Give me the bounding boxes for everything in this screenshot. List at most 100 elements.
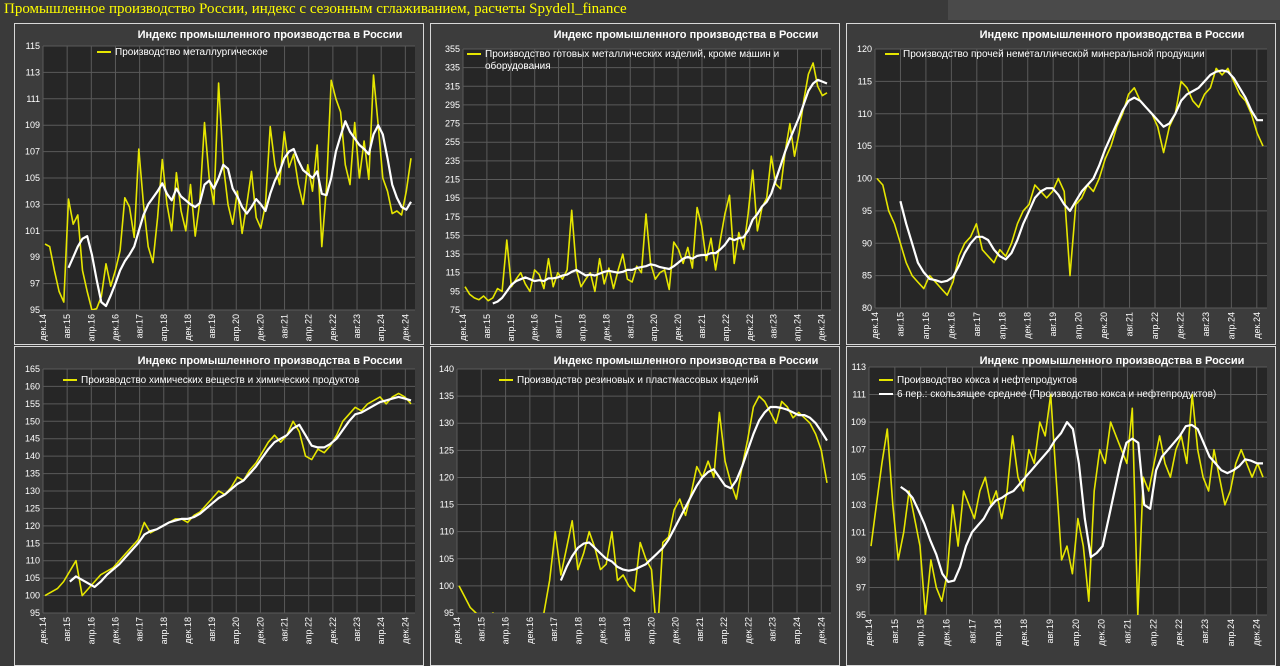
y-tick-label: 195: [445, 193, 460, 203]
chart-title: Индекс промышленного производства в Росс…: [980, 355, 1245, 367]
x-tick-label: апр.16: [501, 617, 511, 644]
x-tick-label: апр.22: [1150, 312, 1160, 339]
x-tick-label: дек.22: [745, 314, 755, 341]
y-tick-label: 109: [851, 417, 866, 427]
y-tick-label: 95: [30, 305, 40, 315]
y-tick-label: 235: [445, 156, 460, 166]
chart-svg: 95 100 105 110 115 120 125 130 135 140 дек.14 авг.1…: [439, 355, 831, 644]
x-tick-label: дек.22: [328, 314, 338, 341]
x-tick-label: дек.18: [1019, 619, 1029, 646]
legend-label: 6 пер.: скользящее среднее (Производство…: [897, 388, 1216, 400]
chart-panel-nonmetal-minerals: 80 85 90 95 100 105 110 115 120 дек.14 авг.15 апр.1…: [846, 23, 1276, 345]
chart-svg: 95 100 105 110 115 120 125 130 135 140 145 150 155 16…: [25, 355, 415, 644]
y-tick-label: 105: [25, 173, 40, 183]
y-tick-label: 165: [25, 364, 40, 374]
legend-line: Производство резиновых и пластмассовых и…: [517, 375, 759, 386]
y-tick-label: 175: [445, 212, 460, 222]
y-tick-label: 335: [445, 63, 460, 73]
x-tick-label: дек.24: [816, 617, 826, 644]
y-tick-label: 95: [856, 610, 866, 620]
x-tick-label: апр.20: [231, 314, 241, 341]
chart-title: Индекс промышленного производства в Росс…: [554, 355, 819, 367]
y-tick-label: 97: [30, 279, 40, 289]
x-tick-label: дек.16: [110, 314, 120, 341]
x-tick-label: дек.20: [255, 617, 265, 644]
x-tick-label: дек.14: [38, 617, 48, 644]
y-tick-label: 145: [25, 434, 40, 444]
series-line-raw: [464, 62, 828, 302]
y-tick-label: 99: [30, 252, 40, 262]
y-tick-label: 115: [446, 268, 460, 278]
legend-label: Производство металлургическое: [115, 47, 268, 58]
series-line-raw: [44, 74, 412, 310]
x-tick-label: авг.17: [554, 314, 564, 338]
chart-svg: 80 85 90 95 100 105 110 115 120 дек.14 авг.15 апр.1…: [857, 29, 1267, 339]
y-tick-label: 115: [26, 538, 40, 548]
x-tick-label: авг.17: [967, 619, 977, 643]
x-tick-label: дек.16: [942, 619, 952, 646]
chart-svg: 75 95 115 135 155 175 195 215 235 255 275 295 315 335…: [445, 29, 831, 341]
y-tick-label: 99: [856, 555, 866, 565]
y-tick-label: 95: [30, 608, 40, 618]
plot-area: [457, 369, 831, 613]
x-tick-label: дек.20: [671, 617, 681, 644]
x-tick-label: апр.16: [916, 619, 926, 646]
x-tick-label: апр.20: [1071, 619, 1081, 646]
legend-label: Производство прочей неметаллической мине…: [903, 49, 1205, 60]
chart-panel-rubber-plastics: 95 100 105 110 115 120 125 130 135 140 дек.14 авг.1…: [430, 346, 840, 666]
x-tick-label: апр.24: [793, 314, 803, 341]
legend-line: 6 пер.: скользящее среднее (Производство…: [897, 388, 1216, 400]
y-tick-label: 107: [25, 147, 40, 157]
y-tick-label: 105: [857, 141, 872, 151]
x-tick-label: дек.16: [946, 312, 956, 339]
legend-line: Производство кокса и нефтепродуктов: [897, 374, 1077, 386]
x-tick-label: дек.14: [38, 314, 48, 341]
x-tick-label: авг.23: [769, 314, 779, 338]
y-tick-label: 130: [439, 418, 454, 428]
x-tick-label: дек.18: [598, 617, 608, 644]
x-tick-label: авг.19: [1045, 619, 1055, 643]
x-tick-label: апр.18: [997, 312, 1007, 339]
x-tick-label: апр.18: [993, 619, 1003, 646]
y-tick-label: 155: [445, 230, 460, 240]
x-tick-label: дек.16: [110, 617, 120, 644]
x-tick-label: авг.23: [352, 314, 362, 338]
chart-svg: 95 97 99 101 103 105 107 109 111 113 дек.14 авг.15 а…: [851, 355, 1267, 646]
x-tick-label: авг.15: [476, 617, 486, 641]
legend-label: Производство химических веществ и химиче…: [81, 375, 360, 386]
y-tick-label: 105: [25, 573, 40, 583]
y-tick-label: 110: [26, 556, 40, 566]
series-line-moving-average: [492, 78, 828, 305]
series-line-raw: [458, 395, 828, 613]
x-tick-label: дек.14: [870, 312, 880, 339]
x-tick-label: апр.18: [159, 617, 169, 644]
y-tick-label: 100: [439, 581, 454, 591]
y-tick-label: 140: [439, 364, 454, 374]
y-tick-label: 97: [856, 582, 866, 592]
x-tick-label: дек.22: [328, 617, 338, 644]
x-tick-label: дек.14: [864, 619, 874, 646]
y-tick-label: 155: [25, 399, 40, 409]
page-title: Промышленное производство России, индекс…: [4, 1, 627, 17]
x-tick-label: апр.16: [86, 617, 96, 644]
y-tick-label: 295: [445, 100, 460, 110]
x-tick-label: дек.16: [525, 617, 535, 644]
y-tick-label: 120: [857, 44, 872, 54]
y-tick-label: 275: [445, 119, 460, 129]
x-tick-label: авг.15: [62, 314, 72, 338]
chart-title: Индекс промышленного производства в Росс…: [138, 29, 403, 41]
x-tick-label: апр.24: [376, 314, 386, 341]
y-tick-label: 140: [25, 451, 40, 461]
y-tick-label: 105: [439, 554, 454, 564]
x-tick-label: апр.16: [506, 314, 516, 341]
chart-title: Индекс промышленного производства в Росс…: [138, 355, 403, 367]
y-tick-label: 160: [25, 381, 40, 391]
x-tick-label: дек.22: [743, 617, 753, 644]
x-tick-label: авг.23: [352, 617, 362, 641]
y-tick-label: 75: [450, 305, 460, 315]
x-tick-label: апр.18: [573, 617, 583, 644]
x-tick-label: авг.21: [695, 617, 705, 641]
x-tick-label: авг.21: [1125, 312, 1135, 336]
legend-label: Производство резиновых и пластмассовых и…: [517, 375, 759, 386]
y-tick-label: 125: [25, 503, 40, 513]
